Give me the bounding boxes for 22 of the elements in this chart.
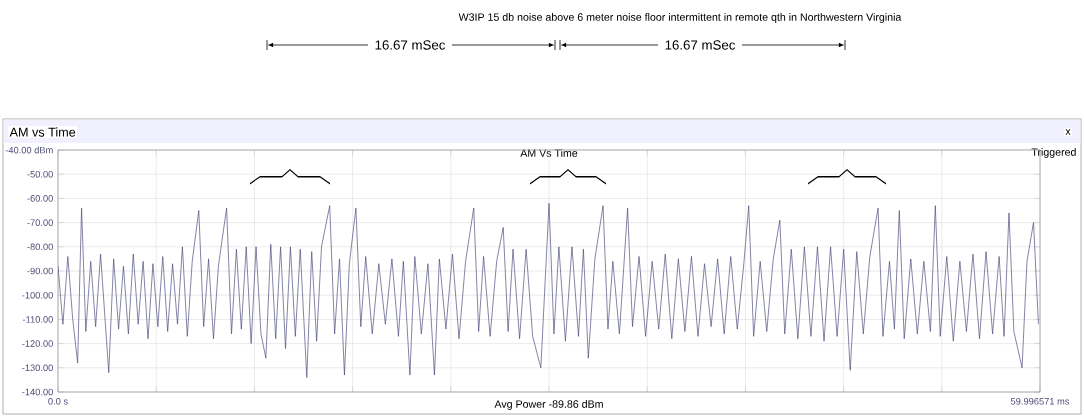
y-tick-label: -90.00 [27,267,53,275]
y-tick-label: -60.00 [27,195,53,202]
y-tick-label: -80.00 [27,243,53,251]
text: x [1065,129,1071,135]
y-tick-label: -40.00 dBm [5,146,53,154]
y-tick-label: -100.00 [22,291,53,299]
y-tick-label: -110.00 [22,316,53,323]
x-tick-label: 0.0 s [48,398,68,405]
chart-title: W3IP 15 db noise above 6 meter noise floor intermittent in remote qth in Northwestern Virginia [458,13,902,23]
line-series [58,202,1039,378]
annotation: AM Vs Time [520,149,578,157]
y-tick-label: -50.00 [27,170,53,178]
y-tick-label: -140.00 [22,388,53,396]
text: AM vs Time [9,127,76,137]
x-tick-label: 59.996571 ms [1010,398,1070,405]
text: 16.67 mSec [375,40,446,50]
text: 16.67 mSec [665,40,736,50]
y-tick-label: -120.00 [22,340,53,347]
y-tick-label: -130.00 [22,364,53,372]
annotation: Triggered [1031,148,1076,158]
text: Avg Power -89.86 dBm [494,400,603,410]
y-tick-label: -70.00 [27,219,53,226]
